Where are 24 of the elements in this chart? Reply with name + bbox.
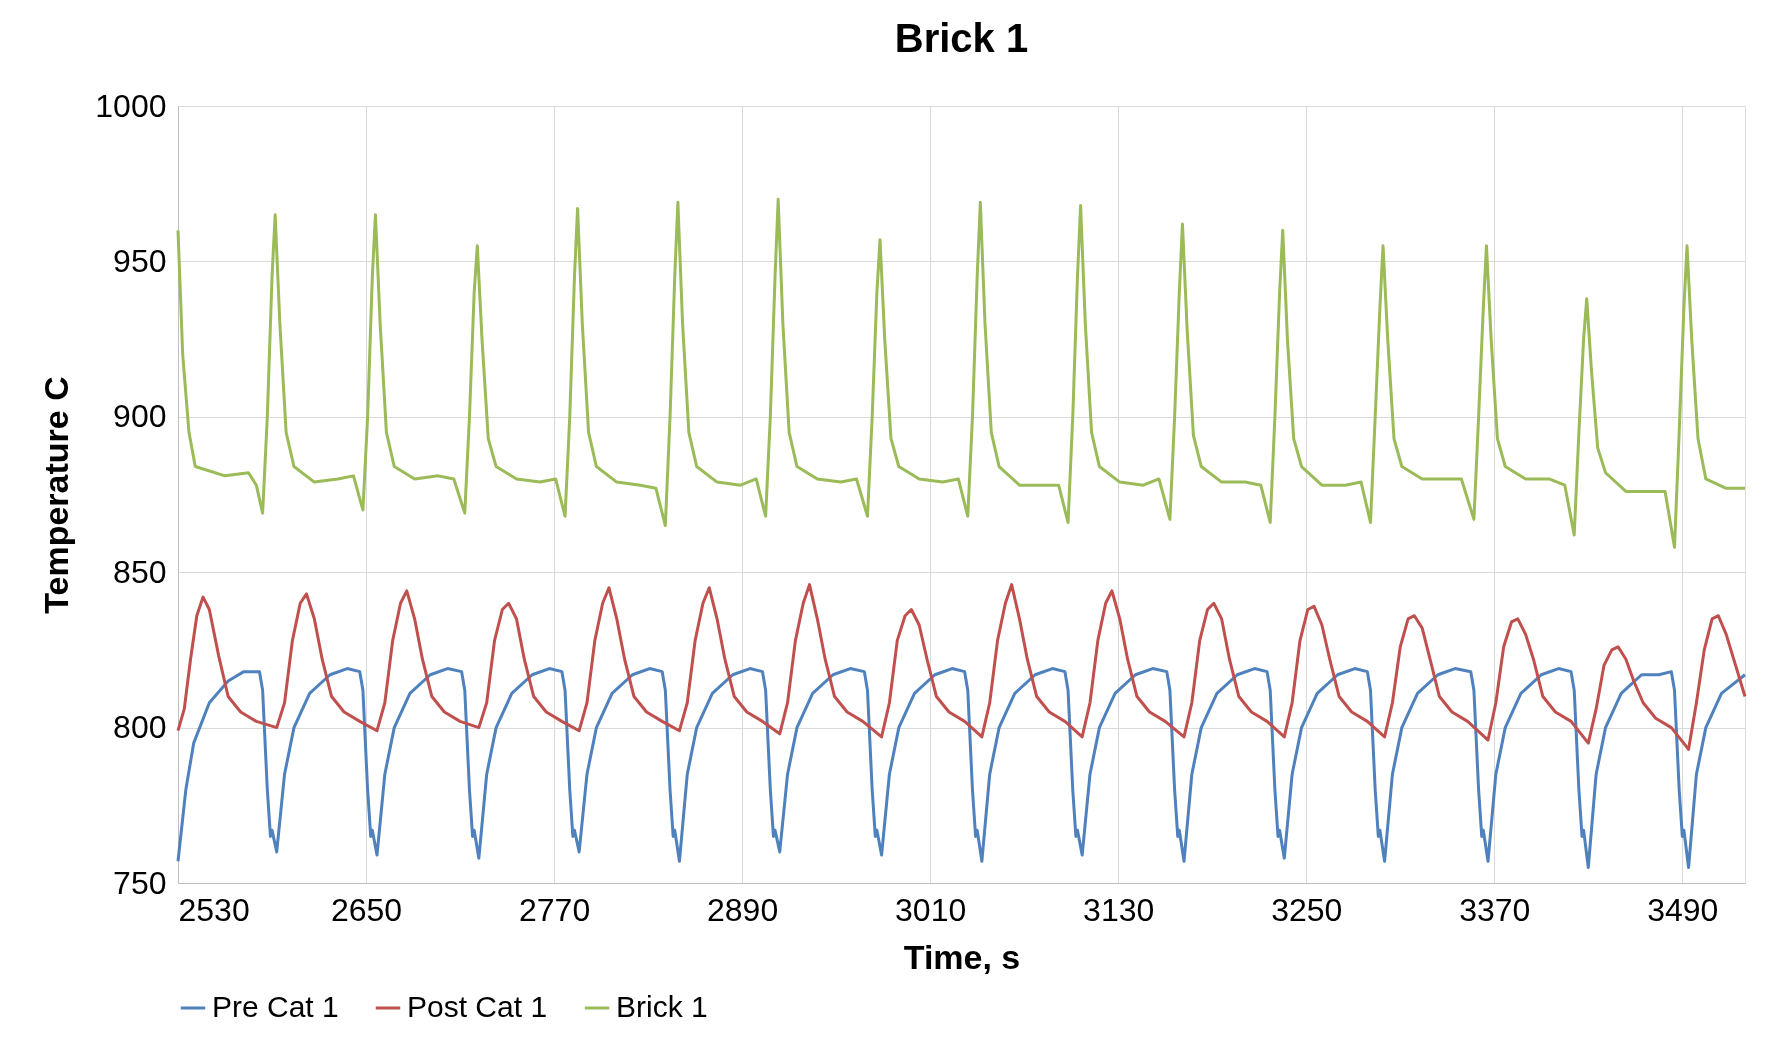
y-tick-label: 850 — [113, 553, 167, 590]
x-tick-label: 3250 — [1271, 891, 1343, 928]
line-series — [176, 583, 1747, 751]
line-series — [176, 197, 1747, 549]
x-tick-label: 2650 — [330, 891, 403, 928]
y-tick-label: 950 — [113, 242, 167, 279]
legend-label: Brick 1 — [616, 990, 708, 1023]
x-tick-label: 3490 — [1647, 891, 1719, 928]
x-axis-title: Time, s — [903, 937, 1021, 976]
x-tick-label: 2770 — [518, 891, 591, 928]
legend-label: Pre Cat 1 — [212, 990, 339, 1023]
y-tick-label: 1000 — [95, 87, 167, 124]
y-tick-label: 900 — [113, 398, 167, 435]
chart-title: Brick 1 — [894, 16, 1029, 60]
x-tick-label: 3370 — [1459, 891, 1531, 928]
x-tick-label: 2890 — [707, 891, 779, 928]
x-tick-label: 3130 — [1083, 891, 1155, 928]
y-tick-label: 750 — [113, 864, 167, 901]
y-tick-label: 800 — [113, 709, 167, 746]
y-axis-title: Temperature C — [37, 376, 76, 614]
legend-label: Post Cat 1 — [407, 990, 548, 1023]
x-tick-label: 3010 — [895, 891, 967, 928]
line-series — [176, 667, 1747, 869]
x-tick-label: 2530 — [178, 891, 250, 928]
